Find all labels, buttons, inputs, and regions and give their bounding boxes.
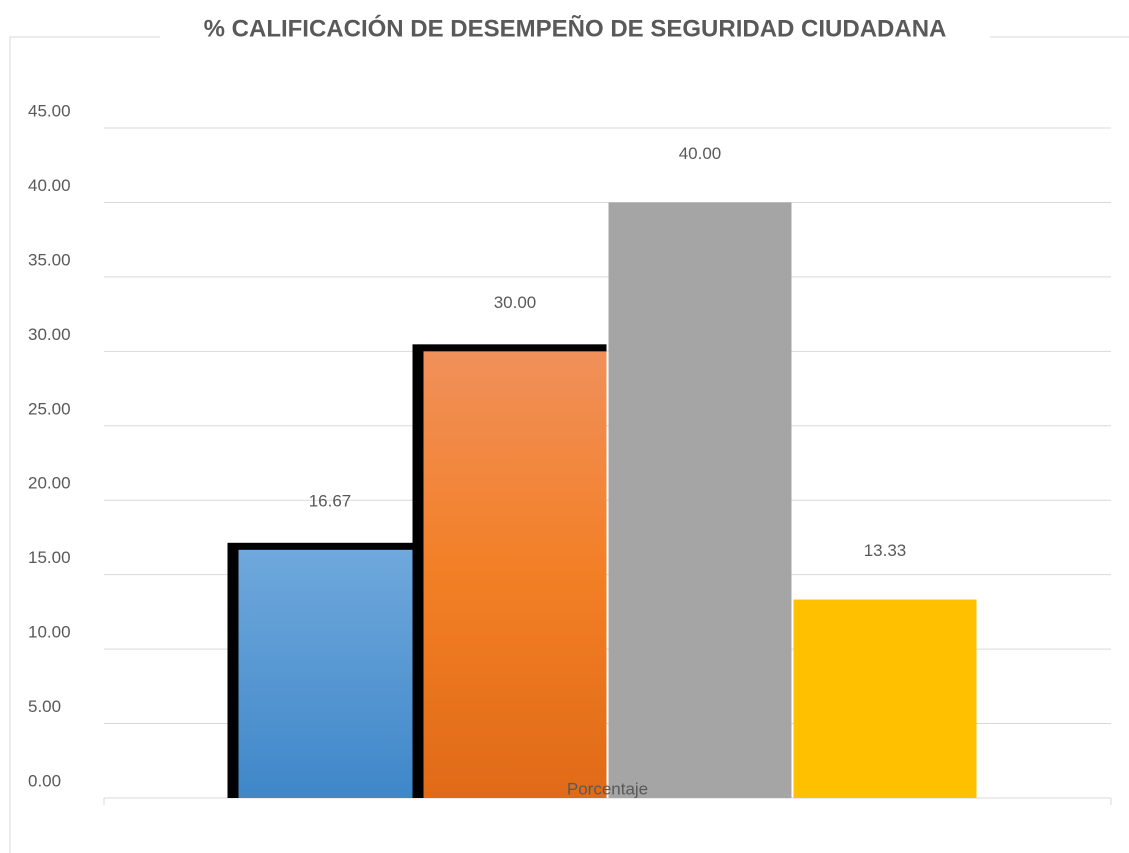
- data-label: 40.00: [679, 144, 722, 163]
- data-label: 13.33: [864, 541, 907, 560]
- y-tick-label: 40.00: [28, 176, 71, 195]
- y-tick-label: 20.00: [28, 474, 71, 493]
- y-tick-label: 30.00: [28, 325, 71, 344]
- y-tick-label: 0.00: [28, 771, 61, 790]
- bar: [793, 599, 977, 798]
- y-tick-label: 5.00: [28, 697, 61, 716]
- bar: [608, 202, 792, 798]
- y-tick-label: 10.00: [28, 623, 71, 642]
- y-tick-label: 25.00: [28, 399, 71, 418]
- data-label: 30.00: [494, 293, 537, 312]
- x-tick-label: Porcentaje: [567, 779, 648, 798]
- y-tick-label: 45.00: [28, 101, 71, 120]
- data-label: 16.67: [309, 491, 352, 510]
- y-tick-label: 15.00: [28, 548, 71, 567]
- bar: [423, 351, 607, 798]
- bar: [238, 549, 422, 798]
- y-tick-label: 35.00: [28, 250, 71, 269]
- title-background: [160, 10, 990, 46]
- chart-title: % CALIFICACIÓN DE DESEMPEÑO DE SEGURIDAD…: [204, 14, 947, 42]
